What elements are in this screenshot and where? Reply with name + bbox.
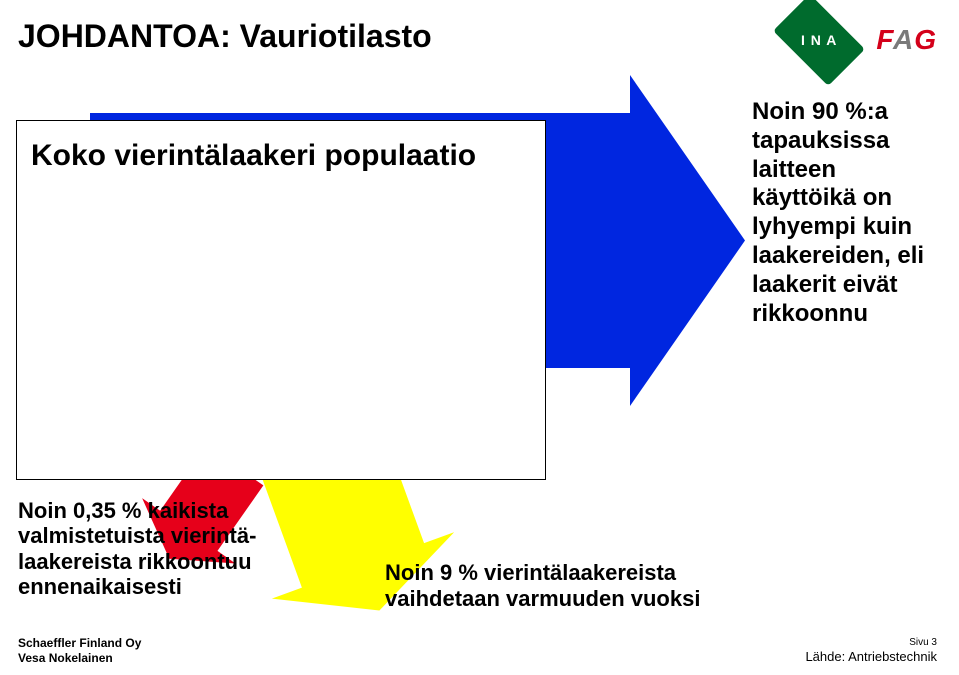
ina-logo: I N A	[773, 0, 865, 86]
logo-group: I N A FAG	[780, 14, 937, 66]
population-box: Koko vierintälaakeri populaatio	[16, 120, 546, 480]
fag-letter-f: F	[876, 24, 893, 55]
footer-right: Sivu 3 Lähde: Antriebstechnik	[805, 637, 937, 665]
population-box-text: Koko vierintälaakeri populaatio	[31, 139, 476, 173]
footer-company: Schaeffler Finland Oy	[18, 636, 141, 650]
footer-page: Sivu 3	[805, 637, 937, 649]
footer-author: Vesa Nokelainen	[18, 651, 141, 665]
slide-root: JOHDANTOA: Vauriotilasto I N A FAG Koko …	[0, 0, 959, 675]
fag-letter-g: G	[914, 24, 937, 55]
ina-logo-text: I N A	[801, 32, 837, 48]
fag-letter-a: A	[893, 24, 914, 55]
page-title: JOHDANTOA: Vauriotilasto	[18, 18, 432, 55]
left-caption: Noin 0,35 % kaikista valmistetuista vier…	[18, 498, 328, 599]
middle-caption: Noin 9 % vierintälaakereista vaihdetaan …	[385, 560, 725, 613]
footer-left: Schaeffler Finland Oy Vesa Nokelainen	[18, 636, 141, 665]
footer-source: Lähde: Antriebstechnik	[805, 649, 937, 665]
fag-logo: FAG	[876, 24, 937, 56]
right-caption: Noin 90 %:a tapauksissa laitteen käyttöi…	[752, 98, 932, 328]
